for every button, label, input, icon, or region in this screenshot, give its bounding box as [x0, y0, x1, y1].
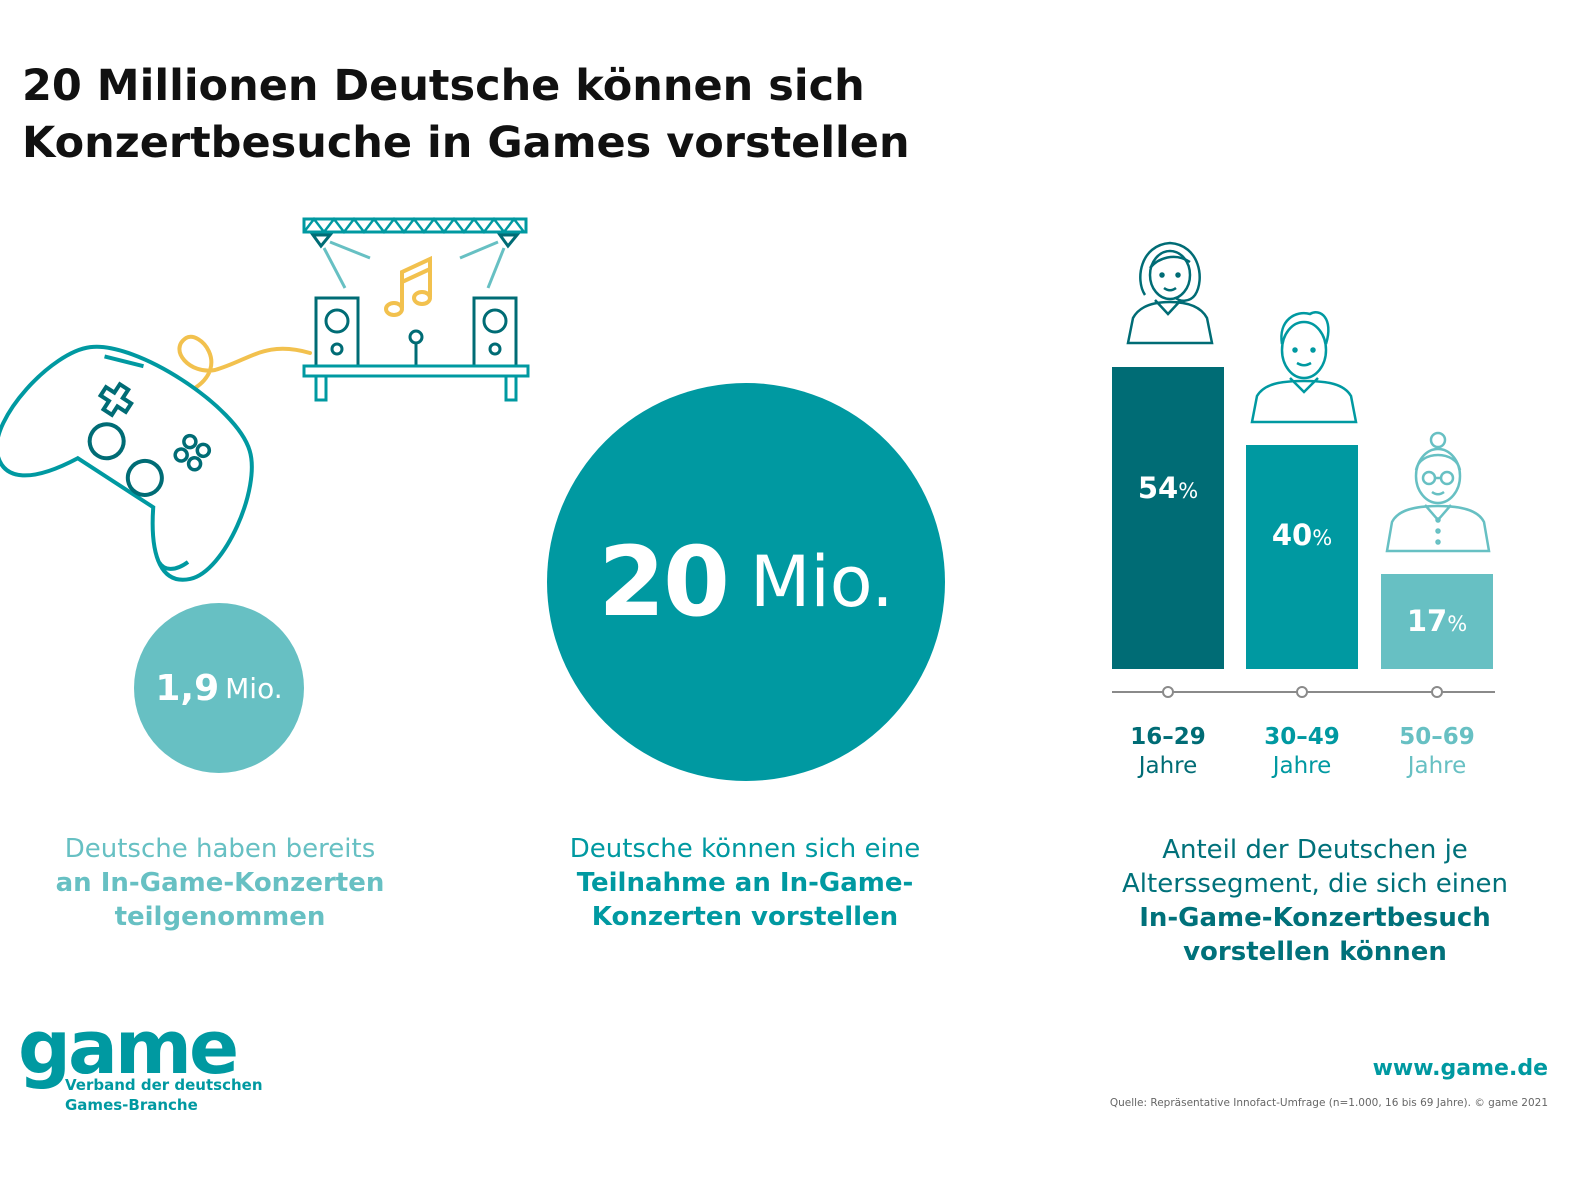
caption-middle: Deutsche können sich eine Teilnahme an I… [545, 832, 945, 934]
man-icon [1250, 311, 1358, 424]
stat-circle-small: 1,9 Mio. [134, 603, 304, 773]
x-tick-label: 30–49 Jahre [1264, 724, 1340, 779]
stat-big-unit: Mio. [749, 541, 894, 623]
caption-left: Deutsche haben bereits an In-Game-Konzer… [20, 832, 420, 934]
game-logo: game [18, 1005, 239, 1091]
elderly-woman-icon [1385, 431, 1491, 553]
caption-middle-bold-2: Konzerten vorstellen [591, 902, 899, 932]
caption-middle-bold-1: Teilnahme an In-Game- [576, 868, 914, 898]
x-tick-marker [1162, 686, 1174, 698]
gamepad-icon [0, 344, 254, 582]
caption-right-line-1: Anteil der Deutschen je [1162, 835, 1468, 865]
caption-left-line: Deutsche haben bereits [64, 834, 376, 864]
caption-right-bold-2: vorstellen können [1183, 937, 1447, 967]
page-title: 20 Millionen Deutsche können sich Konzer… [22, 58, 1022, 172]
caption-left-bold-2: teilgenommen [114, 902, 326, 932]
stat-big-value: 20 [598, 526, 730, 638]
young-woman-icon [1126, 241, 1214, 345]
title-line-1: 20 Millionen Deutsche können sich [22, 61, 865, 111]
title-line-2: Konzertbesuche in Games vorstellen [22, 118, 910, 168]
x-tick-label: 16–29 Jahre [1130, 724, 1206, 779]
x-tick-label: 50–69 Jahre [1399, 724, 1475, 779]
stat-small-unit: Mio. [225, 671, 283, 705]
caption-right: Anteil der Deutschen je Alterssegment, d… [1105, 833, 1525, 969]
music-note-icon [384, 255, 432, 317]
logo-subtitle-line-2: Games-Branche [65, 1096, 198, 1114]
stat-small-value: 1,9 [155, 667, 220, 709]
caption-right-line-2: Alterssegment, die sich einen [1122, 869, 1508, 899]
x-tick-marker [1431, 686, 1443, 698]
caption-left-bold-1: an In-Game-Konzerten [55, 868, 385, 898]
x-tick-marker [1296, 686, 1308, 698]
logo-subtitle-line-1: Verband der deutschen [65, 1076, 263, 1094]
concert-stage-icon [302, 216, 530, 402]
controller-cable [177, 334, 312, 390]
stat-circle-big: 20 Mio. [547, 383, 945, 781]
caption-right-bold-1: In-Game-Konzertbesuch [1139, 903, 1491, 933]
logo-subtitle: Verband der deutschen Games-Branche [65, 1075, 263, 1115]
caption-middle-line: Deutsche können sich eine [569, 834, 921, 864]
source-note: Quelle: Repräsentative Innofact-Umfrage … [1109, 1097, 1548, 1109]
website-link[interactable]: www.game.de [1372, 1056, 1548, 1081]
